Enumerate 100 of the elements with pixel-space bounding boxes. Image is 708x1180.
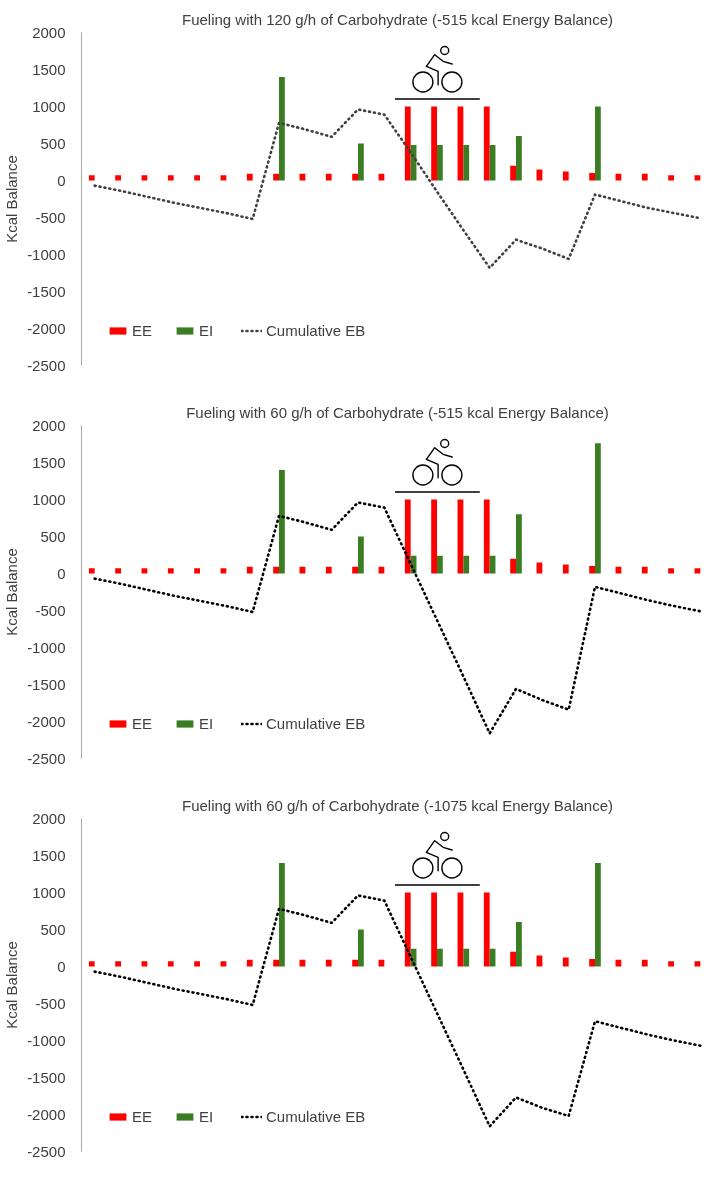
bar	[220, 175, 227, 181]
bar	[463, 948, 470, 967]
bar	[536, 955, 543, 967]
bar	[483, 892, 490, 967]
chart-title: Fueling with 60 g/h of Carbohydrate (-515 kcal Energy Balance)	[186, 403, 609, 421]
bar	[194, 961, 200, 967]
bar	[615, 959, 622, 967]
y-tick-label: -1500	[27, 1068, 66, 1086]
y-tick-label: 0	[57, 957, 66, 975]
bar	[595, 106, 601, 181]
bar	[668, 568, 674, 574]
y-tick-label: -1500	[27, 675, 66, 693]
bar	[358, 929, 364, 967]
bar	[437, 948, 443, 967]
bar	[273, 173, 279, 181]
bar	[431, 106, 437, 181]
bar	[273, 959, 279, 967]
bar	[510, 558, 516, 574]
y-tick-label: -1000	[27, 245, 66, 263]
y-tick-label: 1500	[32, 60, 66, 78]
bar	[115, 568, 121, 574]
y-axis-title: Kcal Balance	[3, 941, 21, 1029]
line-series	[93, 501, 702, 735]
bar	[641, 173, 648, 181]
bar	[352, 566, 358, 574]
bar	[437, 144, 443, 181]
bar	[536, 562, 543, 574]
bar	[589, 959, 595, 967]
bar	[404, 892, 411, 967]
bar	[404, 499, 411, 574]
legend-label: EI	[199, 322, 215, 339]
bar	[279, 862, 285, 967]
line-series	[93, 108, 702, 270]
bar	[141, 568, 148, 574]
bar	[246, 173, 253, 181]
bar	[246, 959, 253, 967]
bar	[378, 959, 385, 967]
bar	[463, 144, 470, 181]
bar	[299, 959, 306, 967]
bar	[325, 173, 332, 181]
bar	[358, 143, 364, 181]
bar	[510, 951, 516, 967]
y-tick-label: 1500	[32, 846, 66, 864]
line-series	[93, 894, 702, 1128]
y-tick-label: 500	[40, 920, 66, 938]
bar	[562, 564, 569, 574]
bar	[246, 566, 253, 574]
y-tick-label: 0	[57, 564, 66, 582]
y-tick-label: 500	[40, 527, 66, 545]
legend-label: EE	[132, 322, 153, 339]
y-tick-label: 1500	[32, 453, 66, 471]
bar	[88, 961, 95, 967]
bar	[220, 961, 227, 967]
bar	[194, 175, 200, 181]
bar	[694, 175, 701, 181]
bar	[88, 568, 95, 574]
bar	[358, 536, 364, 574]
y-axis-title: Kcal Balance	[3, 548, 21, 636]
bar	[220, 568, 227, 574]
bar	[483, 106, 490, 181]
chart-title: Fueling with 120 g/h of Carbohydrate (-515 kcal Energy Balance)	[181, 10, 614, 28]
bar	[694, 961, 701, 967]
bar	[595, 443, 601, 574]
y-tick-label: -500	[35, 208, 66, 226]
bar	[595, 862, 601, 967]
y-tick-label: -500	[35, 601, 66, 619]
legend-label: EI	[199, 1108, 215, 1125]
bar	[536, 169, 543, 181]
y-tick-label: 1000	[32, 97, 66, 115]
bar	[615, 173, 622, 181]
bar	[694, 568, 701, 574]
y-tick-label: -500	[35, 994, 66, 1012]
legend-label: EE	[132, 1108, 153, 1125]
legend-label: Cumulative EB	[266, 1108, 366, 1125]
bar	[516, 922, 522, 967]
bar	[194, 568, 200, 574]
bar	[279, 469, 285, 574]
y-tick-label: -2500	[27, 1142, 66, 1160]
bar	[562, 171, 569, 181]
y-tick-label: -1000	[27, 638, 66, 656]
bar	[641, 959, 648, 967]
bar	[483, 499, 490, 574]
bar	[115, 175, 121, 181]
bar	[516, 514, 522, 574]
y-tick-label: 1000	[32, 490, 66, 508]
bar	[510, 165, 516, 181]
bar	[299, 566, 306, 574]
y-tick-label: -2000	[27, 1105, 66, 1123]
bar	[589, 173, 595, 181]
bar	[516, 136, 522, 181]
bar	[167, 175, 174, 181]
y-tick-label: 1000	[32, 883, 66, 901]
bar	[352, 959, 358, 967]
bar	[141, 175, 148, 181]
y-tick-label: -2000	[27, 712, 66, 730]
legend-label: EE	[132, 715, 153, 732]
bar	[463, 555, 470, 574]
bar	[325, 566, 332, 574]
y-tick-label: -2500	[27, 749, 66, 767]
y-tick-label: 0	[57, 171, 66, 189]
